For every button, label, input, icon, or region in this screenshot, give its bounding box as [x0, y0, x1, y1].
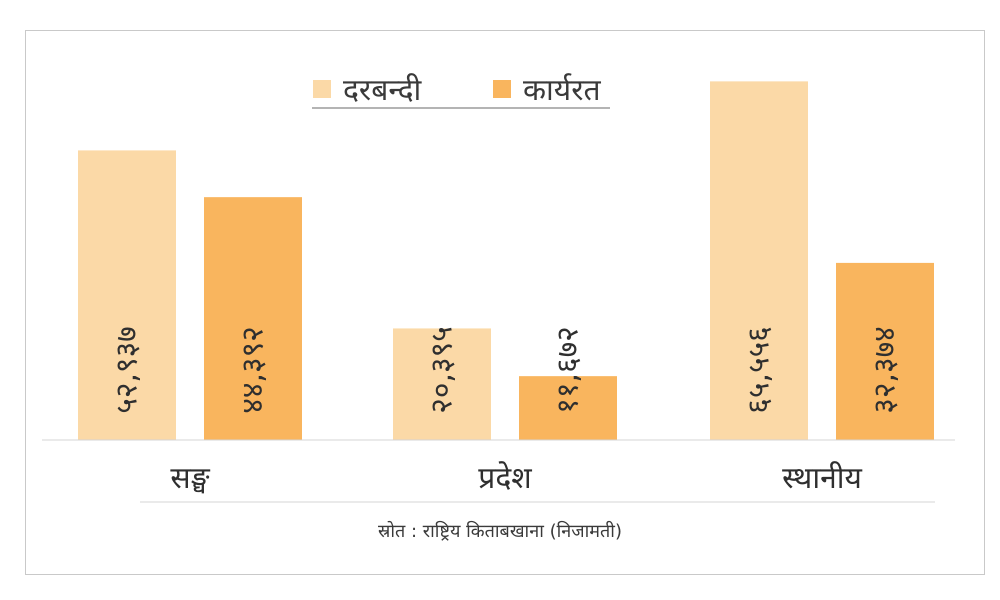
bar-sthaniya-darbandi: [710, 81, 808, 440]
bar-label-sangh-darbandi: ५२,९३७: [110, 326, 145, 414]
category-label-sthaniya: स्थानीय: [782, 461, 862, 496]
bar-label-pradesh-darbandi: २०,३९५: [425, 326, 460, 414]
legend-swatch-darbandi: [313, 80, 331, 98]
legend-label-darbandi: दरबन्दी: [343, 73, 423, 108]
bars-group: [78, 81, 934, 440]
category-label-sangh: सङ्घ: [170, 461, 210, 496]
bar-label-pradesh-karyarat: ११,६७२: [551, 326, 586, 414]
bar-sangh-darbandi: [78, 150, 176, 440]
bar-labels-group: ५२,९३७ २०,३९५ ६५,५५६ ४४,३९२ ११,६७२ ३२,३७४: [110, 326, 903, 414]
bar-sthaniya-karyarat: [836, 262, 934, 440]
category-label-pradesh: प्रदेश: [478, 461, 532, 496]
bar-label-sthaniya-karyarat: ३२,३७४: [868, 326, 903, 414]
legend-label-karyarat: कार्यरत: [523, 73, 601, 108]
bar-sangh-karyarat: [204, 197, 302, 440]
source-note: स्रोत : राष्ट्रिय किताबखाना (निजामती): [378, 520, 622, 542]
legend-swatch-karyarat: [493, 80, 511, 98]
category-labels: सङ्घ प्रदेश स्थानीय: [170, 461, 862, 496]
bar-label-sthaniya-darbandi: ६५,५५६: [742, 326, 777, 414]
chart-frame: [25, 30, 985, 575]
legend: दरबन्दी कार्यरत: [312, 73, 610, 109]
bar-pradesh-karyarat: [519, 376, 617, 440]
bar-label-sangh-karyarat: ४४,३९२: [236, 326, 271, 414]
bar-pradesh-darbandi: [393, 328, 491, 440]
